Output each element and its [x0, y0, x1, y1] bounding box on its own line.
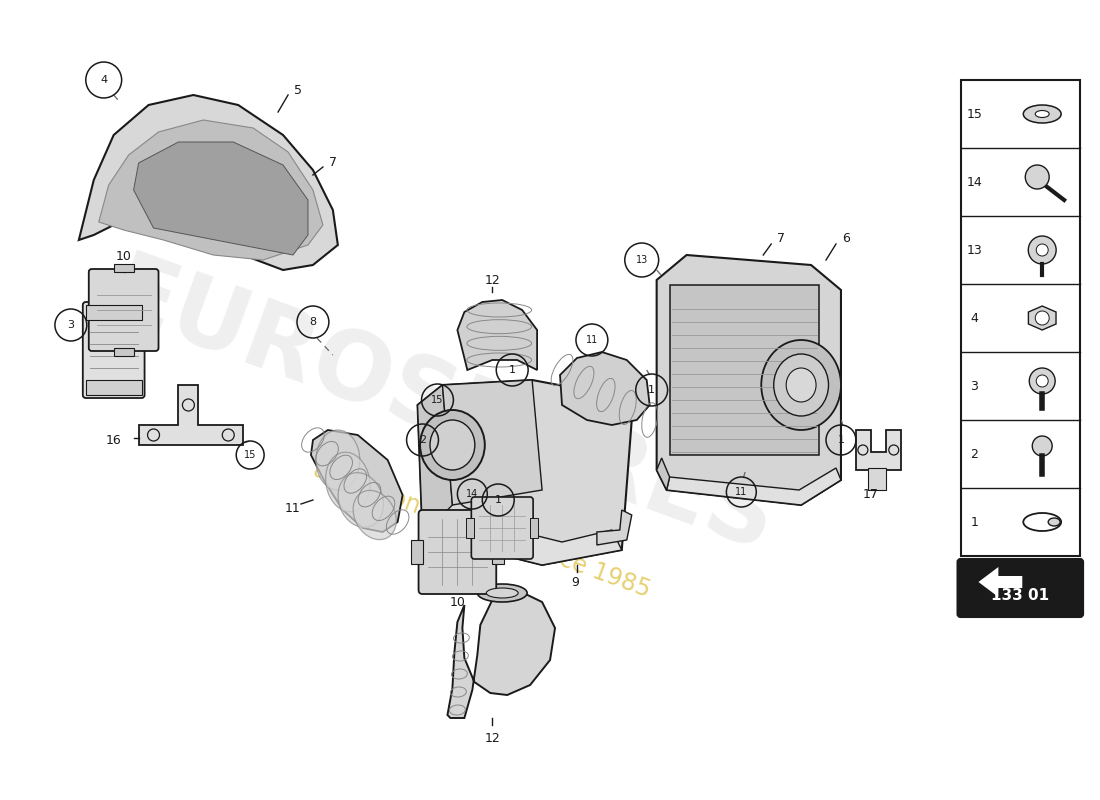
Text: a passion for parts since 1985: a passion for parts since 1985 [310, 458, 654, 602]
Text: 12: 12 [484, 731, 500, 745]
Text: 10: 10 [450, 595, 465, 609]
Text: 15: 15 [244, 450, 256, 460]
Text: 7: 7 [778, 231, 785, 245]
Text: 17: 17 [862, 489, 879, 502]
Polygon shape [448, 590, 556, 718]
Bar [670, 285, 820, 455]
Text: 2: 2 [970, 447, 978, 461]
Text: 11: 11 [735, 487, 748, 497]
Text: 13: 13 [967, 243, 982, 257]
Text: 5: 5 [294, 83, 302, 97]
Text: 1: 1 [837, 435, 845, 445]
Ellipse shape [353, 490, 396, 540]
Ellipse shape [1035, 110, 1049, 118]
Text: 1: 1 [508, 365, 516, 375]
Ellipse shape [420, 410, 485, 480]
Bar [493, 540, 504, 564]
Polygon shape [856, 430, 901, 470]
Bar [868, 468, 886, 490]
FancyBboxPatch shape [418, 510, 496, 594]
Polygon shape [422, 515, 622, 565]
FancyBboxPatch shape [957, 559, 1084, 617]
Circle shape [1030, 368, 1055, 394]
Ellipse shape [1023, 105, 1062, 123]
Text: 9: 9 [571, 575, 579, 589]
Bar [410, 540, 422, 564]
Text: 2: 2 [419, 435, 426, 445]
Text: 1: 1 [495, 495, 502, 505]
Polygon shape [311, 430, 403, 532]
Circle shape [1025, 165, 1049, 189]
Ellipse shape [316, 430, 360, 490]
Polygon shape [418, 385, 452, 535]
Text: 4: 4 [100, 75, 108, 85]
Text: EUROSPARES: EUROSPARES [98, 247, 788, 573]
Polygon shape [560, 352, 650, 425]
Text: 12: 12 [484, 274, 500, 286]
Circle shape [1036, 375, 1048, 387]
Polygon shape [657, 255, 842, 505]
Bar [113, 264, 133, 272]
Bar [530, 518, 538, 538]
Ellipse shape [477, 584, 527, 602]
Text: 7: 7 [329, 157, 337, 170]
Ellipse shape [430, 420, 475, 470]
Text: 10: 10 [116, 250, 132, 263]
Text: 8: 8 [309, 317, 317, 327]
Polygon shape [1028, 306, 1056, 330]
Bar [86, 380, 142, 395]
Polygon shape [418, 380, 631, 565]
Circle shape [1032, 436, 1053, 456]
Text: 133 01: 133 01 [991, 589, 1049, 603]
Bar [466, 518, 474, 538]
Ellipse shape [486, 588, 518, 598]
Text: 3: 3 [67, 320, 75, 330]
FancyBboxPatch shape [89, 269, 158, 351]
Text: 15: 15 [431, 395, 443, 405]
Circle shape [1036, 244, 1048, 256]
Text: 11: 11 [285, 502, 301, 514]
FancyBboxPatch shape [471, 497, 534, 559]
Text: 14: 14 [466, 489, 478, 499]
Text: 1: 1 [970, 515, 978, 529]
Text: 13: 13 [636, 255, 648, 265]
Ellipse shape [773, 354, 828, 416]
Polygon shape [442, 380, 542, 505]
FancyBboxPatch shape [82, 302, 144, 398]
Polygon shape [979, 567, 1022, 597]
Bar [86, 305, 142, 320]
Text: 14: 14 [967, 175, 982, 189]
Text: 16: 16 [106, 434, 122, 446]
Polygon shape [99, 120, 323, 260]
Ellipse shape [786, 368, 816, 402]
Polygon shape [139, 385, 243, 445]
Ellipse shape [1048, 518, 1060, 526]
Polygon shape [79, 95, 338, 270]
Ellipse shape [761, 340, 842, 430]
Bar [113, 348, 133, 356]
Circle shape [1035, 311, 1049, 325]
Text: 1: 1 [648, 385, 656, 395]
Ellipse shape [326, 452, 370, 512]
Text: 6: 6 [842, 231, 850, 245]
Ellipse shape [338, 473, 384, 527]
Polygon shape [657, 458, 670, 490]
Text: 4: 4 [970, 311, 978, 325]
Text: 11: 11 [586, 335, 598, 345]
Text: 3: 3 [970, 379, 978, 393]
Polygon shape [597, 510, 631, 545]
Text: 15: 15 [967, 107, 982, 121]
Circle shape [1028, 236, 1056, 264]
Polygon shape [458, 300, 537, 370]
Polygon shape [133, 142, 308, 255]
Bar [960, 80, 1080, 556]
Polygon shape [667, 468, 842, 505]
